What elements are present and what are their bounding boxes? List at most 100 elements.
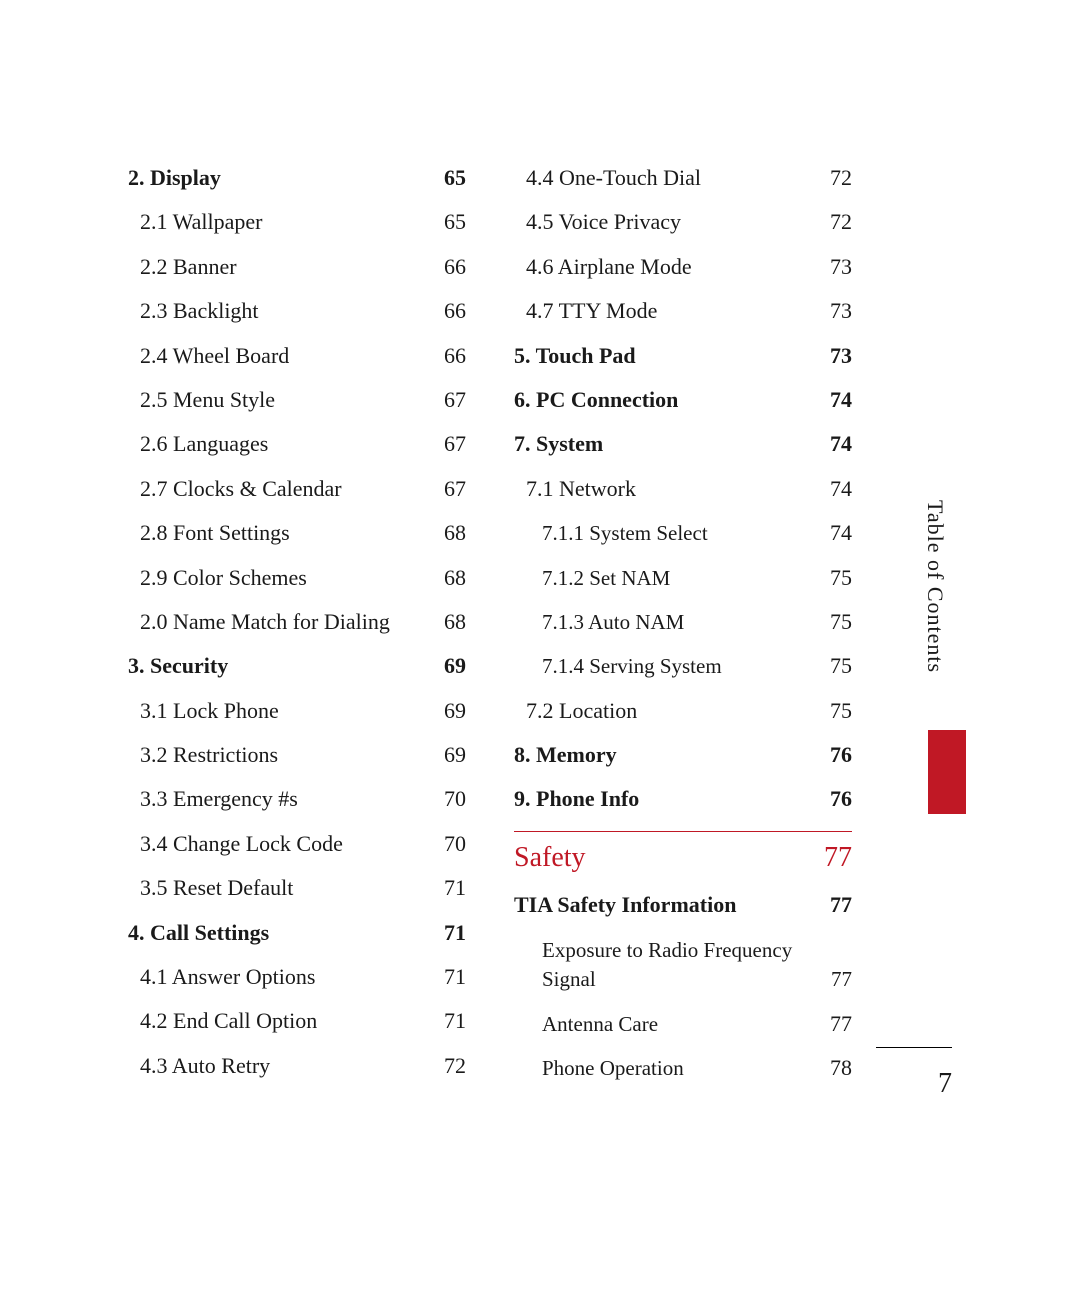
toc-entry: 4.7 TTY Mode 73 <box>514 298 852 324</box>
toc-entry-label: 4.3 Auto Retry <box>128 1053 270 1079</box>
toc-entry: 7.1.1 System Select74 <box>514 520 852 546</box>
toc-entry: 3.1 Lock Phone 69 <box>128 698 466 724</box>
toc-entry: 4.4 One-Touch Dial 72 <box>514 165 852 191</box>
toc-entry: 3.4 Change Lock Code 70 <box>128 831 466 857</box>
toc-entry-page: 71 <box>444 964 466 990</box>
toc-entry-label: 7.1.4 Serving System <box>514 654 722 679</box>
toc-entry-page: 67 <box>444 431 466 457</box>
page-number: 7 <box>938 1068 952 1100</box>
toc-entry-label: 3.1 Lock Phone <box>128 698 279 724</box>
toc-entry-label: 7.1 Network <box>514 476 636 502</box>
toc-entry-page: 76 <box>830 742 852 768</box>
toc-entry-page: 73 <box>830 254 852 280</box>
toc-entry-label: 2.3 Backlight <box>128 298 259 324</box>
toc-entry-page: 65 <box>444 165 466 191</box>
toc-entry-page: 75 <box>830 653 852 679</box>
toc-entry-label: TIA Safety Information <box>514 892 736 918</box>
toc-entry: Phone Operation 78 <box>514 1055 852 1081</box>
toc-entry-page: 67 <box>444 387 466 413</box>
toc-entry-page: 73 <box>830 343 852 369</box>
toc-entry-page: 68 <box>444 520 466 546</box>
toc-entry-page: 77 <box>830 1011 852 1037</box>
toc-entry-label: 9. Phone Info <box>514 786 639 812</box>
toc-entry-label: 8. Memory <box>514 742 617 768</box>
toc-entry: 4.2 End Call Option 71 <box>128 1008 466 1034</box>
toc-entry-page: 77 <box>824 842 852 874</box>
toc-entry-label: 4.4 One-Touch Dial <box>514 165 701 191</box>
toc-entry-label: 7. System <box>514 431 603 457</box>
toc-entry-label: 2. Display <box>128 165 221 191</box>
toc-entry-label: 2.4 Wheel Board <box>128 343 289 369</box>
toc-entry-page: 72 <box>830 209 852 235</box>
toc-entry-label: 4.6 Airplane Mode <box>514 254 692 280</box>
toc-entry-label: 6. PC Connection <box>514 387 678 413</box>
toc-entry-page: 68 <box>444 565 466 591</box>
toc-entry-page: 70 <box>444 831 466 857</box>
toc-entry: 2.3 Backlight 66 <box>128 298 466 324</box>
page-footer: 7 <box>876 1047 952 1100</box>
toc-entry: 2.2 Banner66 <box>128 254 466 280</box>
toc-entry-label: 4.5 Voice Privacy <box>514 209 681 235</box>
toc-entry-page: 77 <box>830 892 852 918</box>
toc-entry-label: 3.2 Restrictions <box>128 742 278 768</box>
toc-entry-page: 72 <box>444 1053 466 1079</box>
toc-right-column: 4.4 One-Touch Dial724.5 Voice Privacy724… <box>514 165 852 1100</box>
toc-entry-page: 65 <box>444 209 466 235</box>
toc-entry-label: Exposure to Radio Frequency Signal <box>514 936 794 993</box>
sidebar-label: Table of Contents <box>922 500 948 673</box>
toc-entry: 4.1 Answer Options71 <box>128 964 466 990</box>
toc-entry-label: 7.1.1 System Select <box>514 521 708 546</box>
toc-entry-page: 75 <box>830 565 852 591</box>
toc-entry-label: Phone Operation <box>514 1056 684 1081</box>
toc-entry-page: 75 <box>830 609 852 635</box>
toc-entry-label: 3.5 Reset Default <box>128 875 293 901</box>
toc-entry: 7.1.2 Set NAM 75 <box>514 565 852 591</box>
sidebar: Table of Contents <box>922 500 952 800</box>
toc-entry-label: 2.8 Font Settings <box>128 520 290 546</box>
toc-entry-page: 74 <box>830 387 852 413</box>
toc-entry: Antenna Care77 <box>514 1011 852 1037</box>
toc-entry: 7.1.4 Serving System 75 <box>514 653 852 679</box>
toc-entry: Exposure to Radio Frequency Signal 77 <box>514 936 852 993</box>
toc-entry: 3.3 Emergency #s 70 <box>128 786 466 812</box>
toc-entry-label: 2.5 Menu Style <box>128 387 275 413</box>
toc-entry: TIA Safety Information 77 <box>514 892 852 918</box>
toc-entry-page: 66 <box>444 343 466 369</box>
toc-entry-page: 69 <box>444 653 466 679</box>
toc-entry: 6. PC Connection 74 <box>514 387 852 413</box>
toc-entry-page: 66 <box>444 298 466 324</box>
toc-entry-label: 4.2 End Call Option <box>128 1008 317 1034</box>
toc-entry-page: 71 <box>444 1008 466 1034</box>
toc-entry-page: 73 <box>830 298 852 324</box>
toc-entry-label: 3. Security <box>128 653 228 679</box>
toc-entry: 8. Memory 76 <box>514 742 852 768</box>
toc-entry-label: 5. Touch Pad <box>514 343 636 369</box>
toc-entry-label: 3.4 Change Lock Code <box>128 831 343 857</box>
toc-entry: 2.8 Font Settings 68 <box>128 520 466 546</box>
toc-entry: 4.5 Voice Privacy 72 <box>514 209 852 235</box>
toc-entry-page: 71 <box>444 875 466 901</box>
toc-entry: 2.5 Menu Style 67 <box>128 387 466 413</box>
footer-rule <box>876 1047 952 1048</box>
toc-entry-page: 77 <box>831 965 852 993</box>
toc-entry: 2.7 Clocks & Calendar67 <box>128 476 466 502</box>
toc-left-column: 2. Display652.1 Wallpaper652.2 Banner662… <box>128 165 466 1100</box>
toc-entry-page: 69 <box>444 742 466 768</box>
toc-entry: 2.1 Wallpaper65 <box>128 209 466 235</box>
toc-entry-page: 74 <box>830 431 852 457</box>
toc-entry-page: 78 <box>830 1055 852 1081</box>
toc-entry-label: 7.1.2 Set NAM <box>514 566 670 591</box>
toc-entry-page: 68 <box>444 609 466 635</box>
toc-entry-page: 69 <box>444 698 466 724</box>
toc-entry-page: 75 <box>830 698 852 724</box>
toc-entry: 2.9 Color Schemes 68 <box>128 565 466 591</box>
toc-entry-label: 2.9 Color Schemes <box>128 565 307 591</box>
toc-entry-label: 4.7 TTY Mode <box>514 298 657 324</box>
toc-entry: 4. Call Settings71 <box>128 920 466 946</box>
toc-entry-label: 2.2 Banner <box>128 254 237 280</box>
toc-entry-page: 70 <box>444 786 466 812</box>
toc-entry-page: 72 <box>830 165 852 191</box>
toc-entry-label: 3.3 Emergency #s <box>128 786 298 812</box>
toc-entry: 7.2 Location75 <box>514 698 852 724</box>
toc-entry: 5. Touch Pad 73 <box>514 343 852 369</box>
